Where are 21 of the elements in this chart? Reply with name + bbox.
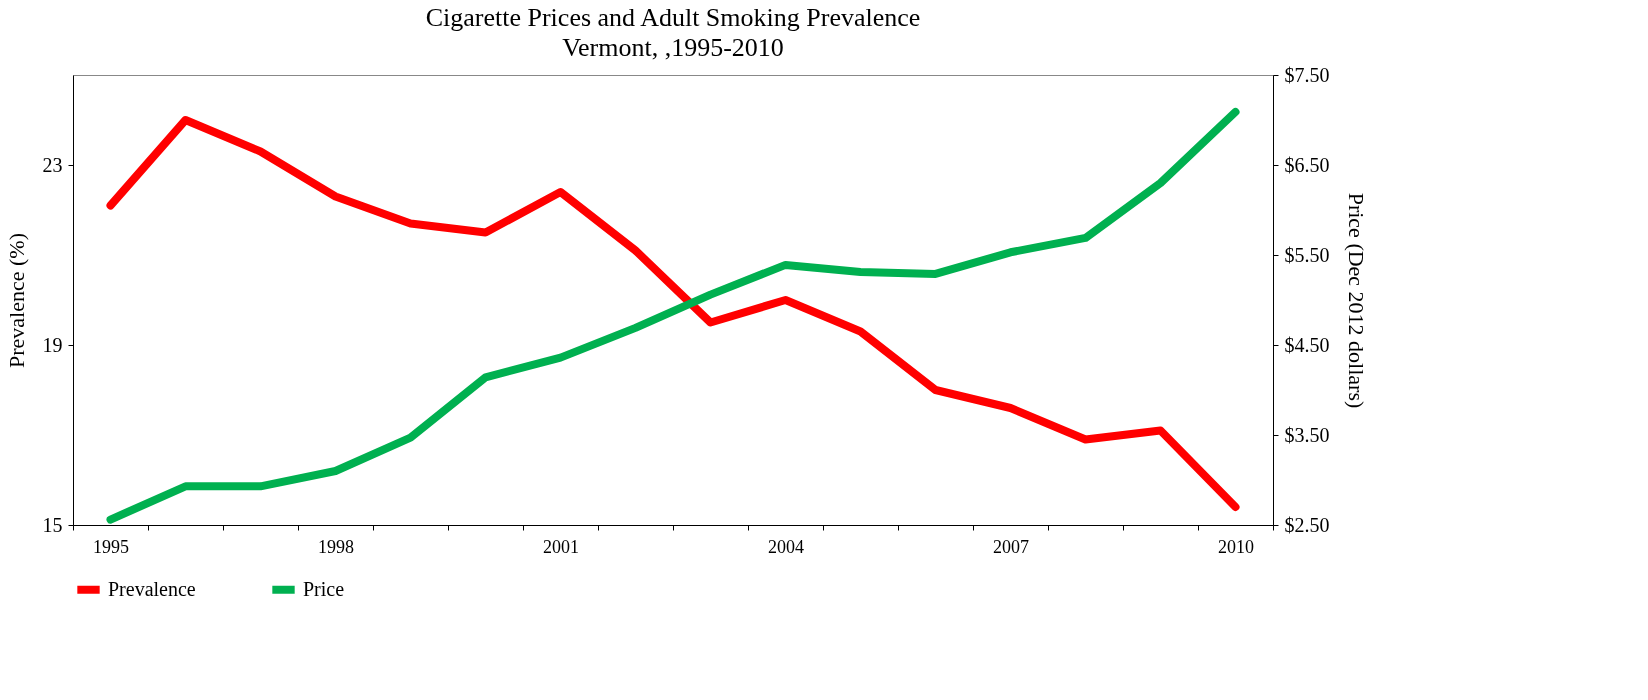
x-tick-label: 2001 [543, 536, 579, 557]
y-tick-label: 15 [42, 513, 63, 536]
chart-title: Cigarette Prices and Adult Smoking Prevalence [425, 3, 921, 32]
y-tick-label: 23 [42, 153, 63, 176]
y-axis-title: Prevalence (%) [3, 233, 29, 368]
legend-label: Price [303, 577, 345, 600]
y-tick-label: 19 [42, 333, 63, 356]
y2-tick-label: $4.50 [1284, 333, 1330, 356]
x-tick-label: 2004 [768, 536, 804, 557]
y2-tick-label: $6.50 [1284, 153, 1330, 176]
y2-tick-label: $2.50 [1284, 513, 1330, 536]
x-tick-label: 1995 [93, 536, 129, 557]
x-tick-label: 2010 [1218, 536, 1254, 557]
y2-axis-title: Price (Dec 2012 dollars) [1343, 192, 1369, 409]
y2-tick-label: $3.50 [1284, 423, 1330, 446]
x-tick-label: 2007 [993, 536, 1029, 557]
y2-tick-label: $5.50 [1284, 243, 1330, 266]
y2-tick-label: $7.50 [1284, 63, 1330, 86]
x-tick-label: 1998 [318, 536, 354, 557]
chart-subtitle: Vermont, ,1995-2010 [562, 33, 784, 62]
legend-label: Prevalence [108, 577, 196, 600]
